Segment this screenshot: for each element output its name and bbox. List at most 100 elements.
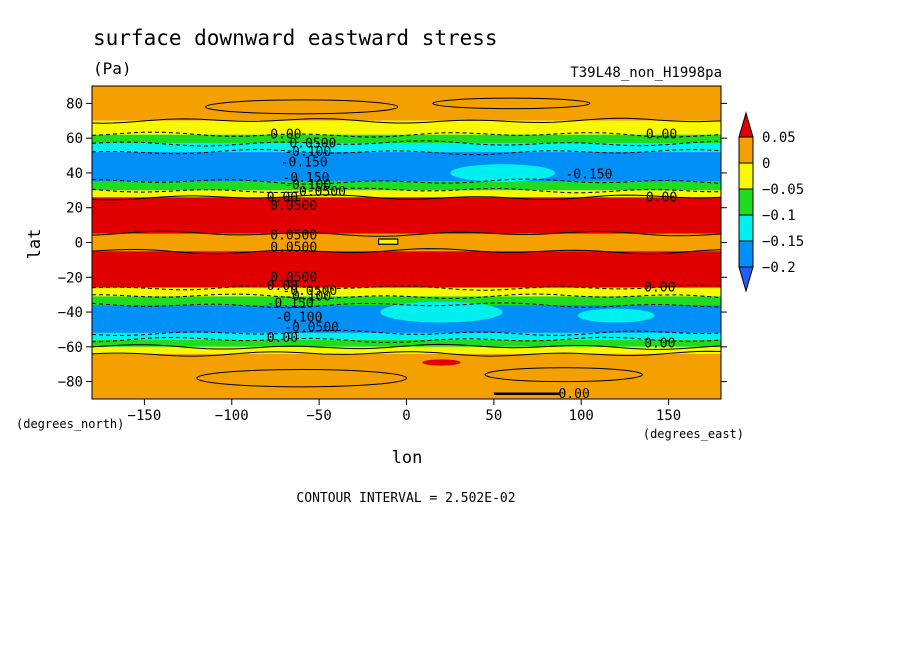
contour-label: 0.00: [646, 190, 677, 205]
contour-loop-antarctic-east: [484, 367, 643, 383]
band-1: [92, 120, 721, 135]
y-tick-label: −60: [58, 340, 83, 356]
contour-labels: 0.000.0500-0.100-0.150-0.150-0.100-0.050…: [267, 128, 677, 402]
colorbar-label: 0.05: [762, 130, 796, 146]
colorbar-segment: [738, 136, 754, 164]
x-axis-units: (degrees_east): [643, 427, 744, 441]
contour-label: 0.00: [559, 387, 590, 402]
contour-loop-antarctic: [196, 368, 407, 388]
contour-label: -0.100: [284, 289, 331, 304]
colorbar-bottom-arrow: [738, 266, 754, 293]
band-11: [92, 296, 721, 306]
colorbar-segment: [738, 162, 754, 190]
lat-axis: 80 60 40 20 0 −20 −40 −60 −80: [58, 96, 727, 391]
contour-label: 0.0500: [270, 229, 317, 244]
contour-label: -0.100: [284, 178, 331, 193]
contour-loop-arctic: [205, 99, 399, 115]
colorbar-label: −0.05: [762, 182, 804, 198]
chart-units: (Pa): [93, 59, 132, 78]
contour-lines: [91, 97, 722, 396]
contour-label: 0.00: [646, 128, 677, 143]
x-tick-label: 100: [569, 408, 594, 424]
contour-label: 0.0500: [270, 199, 317, 214]
band-2: [92, 134, 721, 144]
colorbar-segment: [738, 240, 754, 268]
contour-line-1: [91, 117, 722, 124]
cyan-pocket-south-east: [577, 308, 655, 323]
x-tick-label: −150: [128, 408, 162, 424]
contour-label: 0.00: [267, 331, 298, 346]
colorbar-segment: [738, 188, 754, 216]
contour-label: -0.100: [284, 145, 331, 160]
contour-line-7: [91, 194, 722, 201]
x-tick-label: −100: [215, 408, 249, 424]
contour-line-15: [91, 343, 722, 350]
contour-label: -0.0500: [291, 185, 346, 200]
contour-label: -0.0500: [282, 284, 337, 299]
colorbar-segment: [738, 214, 754, 242]
x-tick-label: 0: [402, 408, 410, 424]
y-axis-units: (degrees_north): [16, 417, 124, 431]
red-patch-south: [422, 359, 461, 366]
contour-line-16: [91, 350, 722, 357]
lon-axis: −150 −100 −50 0 50 100 150: [128, 399, 681, 424]
band-0: [92, 86, 721, 121]
x-tick-label: 50: [485, 408, 502, 424]
local-features: [377, 164, 655, 366]
contour-label: -0.150: [281, 156, 328, 171]
dataset-label: T39L48_non_H1998pa: [570, 65, 722, 81]
band-7: [92, 197, 721, 234]
x-tick-label: −50: [306, 408, 331, 424]
contour-label: -0.100: [275, 310, 322, 325]
contour-label: 0.00: [270, 128, 301, 143]
contour-loop-arctic-east: [432, 97, 591, 110]
colorbar-label: −0.2: [762, 260, 796, 276]
contour-label: 0.0500: [270, 241, 317, 256]
y-tick-label: 80: [66, 96, 83, 112]
y-tick-label: 40: [66, 166, 83, 182]
contour-line-9: [91, 248, 722, 255]
band-13: [92, 332, 721, 340]
contour-label: 0.00: [267, 279, 298, 294]
contour-label: 0.00: [267, 190, 298, 205]
chart-title: surface downward eastward stress: [93, 26, 498, 50]
colorbar-label: 0: [762, 156, 770, 172]
colorbar-label: −0.15: [762, 234, 804, 250]
y-tick-label: −20: [58, 270, 83, 286]
contour-line-8: [91, 230, 722, 237]
band-4: [92, 152, 721, 182]
cyan-pocket-south: [380, 301, 503, 323]
band-14: [92, 339, 721, 347]
x-tick-label: 150: [656, 408, 681, 424]
colorbar: 0.05 0 −0.05 −0.1 −0.15 −0.2: [738, 111, 804, 293]
contour-label: -0.150: [282, 171, 329, 186]
band-6: [92, 190, 721, 198]
contour-label: -0.150: [565, 168, 612, 183]
y-tick-label: −80: [58, 375, 83, 391]
contour-label: 0.00: [644, 336, 675, 351]
colorbar-top-arrow: [738, 111, 754, 138]
contour-label: -0.150: [267, 296, 314, 311]
x-axis-label: lon: [392, 448, 423, 468]
y-tick-label: 0: [75, 236, 83, 252]
contour-label: 0.0500: [270, 270, 317, 285]
band-15: [92, 346, 721, 354]
filled-contour-bands: [92, 86, 721, 399]
band-5: [92, 181, 721, 191]
cyan-pocket-north: [450, 164, 556, 182]
band-10: [92, 287, 721, 297]
y-tick-label: −40: [58, 305, 83, 321]
band-16: [92, 353, 721, 399]
y-tick-label: 60: [66, 131, 83, 147]
y-tick-label: 20: [66, 201, 83, 217]
yellow-patch-equator: [377, 238, 399, 245]
band-3: [92, 143, 721, 153]
y-axis-label: lat: [25, 229, 45, 260]
band-9: [92, 251, 721, 288]
contour-label: 0.00: [644, 281, 675, 296]
colorbar-label: −0.1: [762, 208, 796, 224]
contour-interval: CONTOUR INTERVAL = 2.502E-02: [296, 491, 515, 506]
contour-label: 0.0500: [289, 136, 336, 151]
contour-label: -0.0500: [284, 321, 339, 336]
